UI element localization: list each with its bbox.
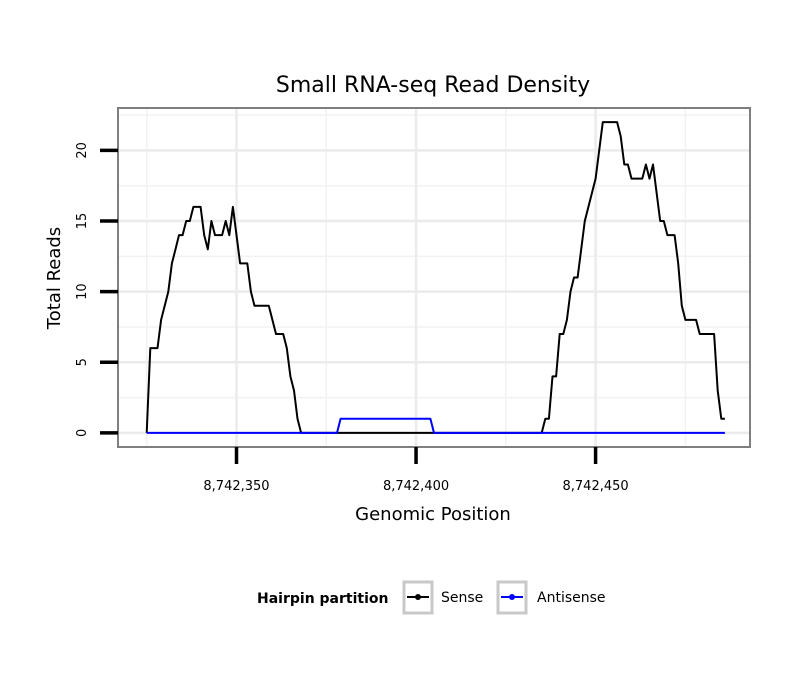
series-layer	[145, 121, 725, 434]
y-tick-label: 5	[75, 358, 90, 366]
x-tick-label: 8,742,450	[563, 479, 629, 494]
plot-panel-border	[117, 107, 751, 448]
y-tick-label: 0	[75, 429, 90, 437]
x-axis-label: Genomic Position	[355, 504, 511, 525]
legend-label-sense: Sense	[441, 590, 483, 606]
x-axis: 8,742,350 8,742,400 8,742,450	[203, 447, 629, 494]
series-line-sense	[145, 121, 725, 434]
legend: Hairpin partition Sense Antisense	[257, 580, 606, 615]
chart-title: Small RNA-seq Read Density	[276, 73, 590, 98]
y-tick-label: 20	[75, 142, 90, 159]
legend-point-antisense	[509, 594, 515, 600]
y-axis-label: Total Reads	[44, 227, 65, 330]
plot-background	[118, 108, 750, 447]
y-axis: 0 5 10 15 20	[75, 142, 118, 437]
legend-key-antisense	[496, 580, 528, 615]
legend-label-antisense: Antisense	[537, 590, 606, 606]
y-tick-label: 15	[75, 213, 90, 230]
x-tick-label: 8,742,350	[203, 479, 269, 494]
x-tick-label: 8,742,400	[383, 479, 449, 494]
legend-point-sense	[415, 594, 421, 600]
y-tick-label: 10	[75, 283, 90, 300]
legend-title: Hairpin partition	[257, 591, 388, 607]
series-line-antisense	[146, 417, 725, 434]
